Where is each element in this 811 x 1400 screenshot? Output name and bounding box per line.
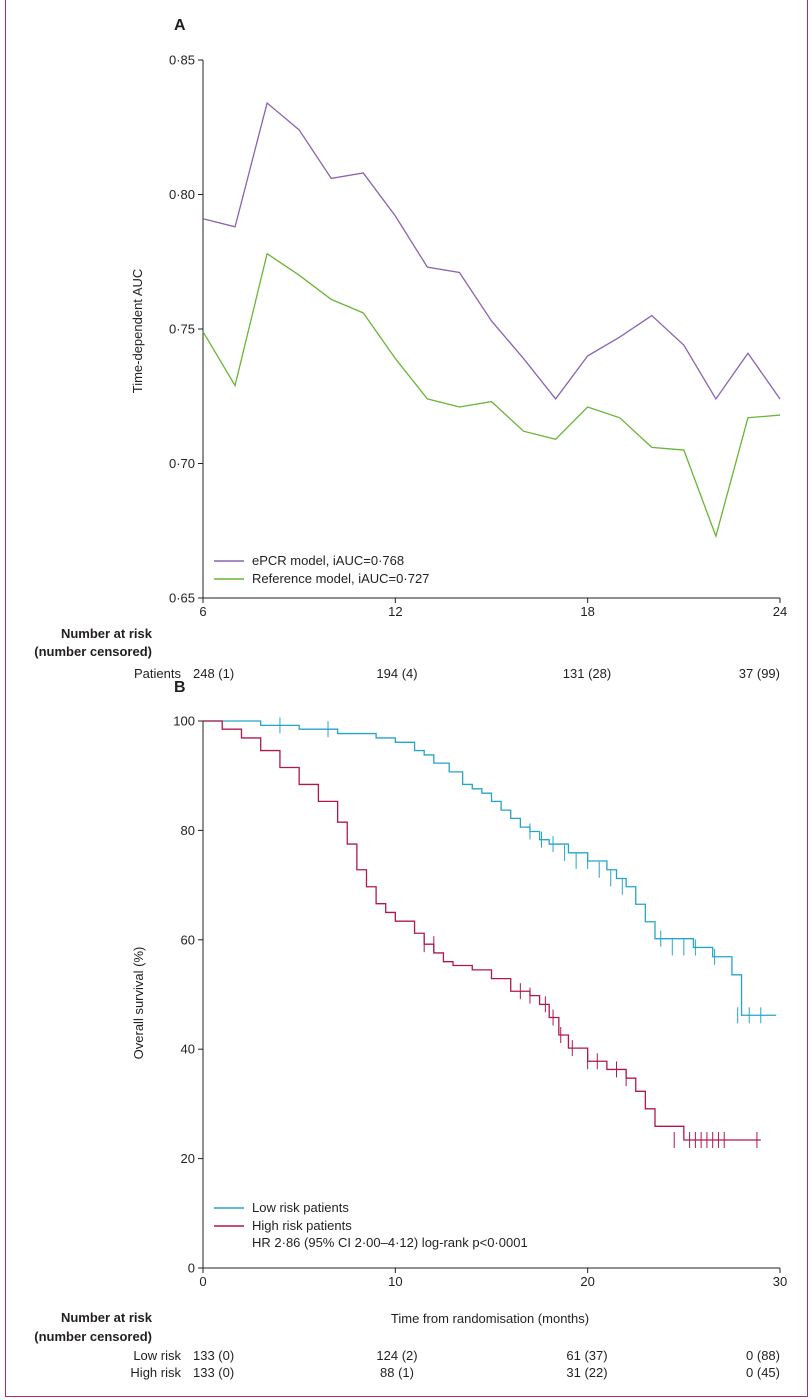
chart2-xtick-label: 10 xyxy=(388,1274,402,1289)
chart2-xtick-label: 0 xyxy=(199,1274,206,1289)
figure-frame xyxy=(5,0,808,1397)
chart1-ytick-label: 0·75 xyxy=(169,322,195,337)
chart2-risk-value: 0 (88) xyxy=(746,1348,780,1363)
chart1-xtick-label: 24 xyxy=(773,604,787,619)
panel-b-risk-header-1: Number at risk xyxy=(61,1310,153,1325)
panel-b-risk-header-2: (number censored) xyxy=(34,1329,152,1344)
chart1-legend-label-1: ePCR model, iAUC=0·768 xyxy=(252,553,404,568)
chart1-risk-value: 37 (99) xyxy=(739,666,780,681)
panel-b-xlabel: Time from randomisation (months) xyxy=(391,1311,589,1326)
chart1-ytick-label: 0·85 xyxy=(169,53,195,68)
chart1-risk-value: 248 (1) xyxy=(193,666,234,681)
chart1-xtick-label: 18 xyxy=(580,604,594,619)
chart2-risk-value: 124 (2) xyxy=(376,1348,417,1363)
chart2-xtick-label: 30 xyxy=(773,1274,787,1289)
chart1-risk-row-label: Patients xyxy=(134,666,181,681)
chart1-risk-value: 194 (4) xyxy=(376,666,417,681)
chart2-legend-label-1: Low risk patients xyxy=(252,1200,349,1215)
chart2-series-2-line xyxy=(203,720,761,1141)
chart1-xtick-label: 12 xyxy=(388,604,402,619)
chart2-ytick-label: 100 xyxy=(173,714,195,729)
chart1-ytick-label: 0·70 xyxy=(169,456,195,471)
chart2-risk-value: 133 (0) xyxy=(193,1348,234,1363)
chart2-ytick-label: 40 xyxy=(181,1042,195,1057)
chart1-legend-label-2: Reference model, iAUC=0·727 xyxy=(252,571,429,586)
panel-a-letter: A xyxy=(174,17,186,34)
panel-a-risk-header-1: Number at risk xyxy=(61,626,153,641)
chart2-risk-value: 61 (37) xyxy=(566,1348,607,1363)
panel-a-risk-header-2: (number censored) xyxy=(34,644,152,659)
panel-b-ylabel: Overall survival (%) xyxy=(131,947,146,1060)
chart1-risk-value: 131 (28) xyxy=(563,666,611,681)
chart2-ytick-label: 80 xyxy=(181,823,195,838)
panel-b-letter: B xyxy=(174,679,186,696)
panel-b-annotation: HR 2·86 (95% CI 2·00–4·12) log-rank p<0·… xyxy=(252,1235,528,1250)
chart2-risk-row-label: High risk xyxy=(130,1365,181,1380)
chart2-risk-value: 133 (0) xyxy=(193,1365,234,1380)
chart2-risk-row-label: Low risk xyxy=(133,1348,181,1363)
chart2-ytick-label: 0 xyxy=(188,1261,195,1276)
panel-a-ylabel: Time-dependent AUC xyxy=(130,269,145,394)
chart2-xtick-label: 20 xyxy=(580,1274,594,1289)
chart2-risk-value: 88 (1) xyxy=(380,1365,414,1380)
chart1-series-2-line xyxy=(202,252,781,539)
chart2-ytick-label: 60 xyxy=(181,932,195,947)
chart1-ytick-label: 0·65 xyxy=(169,591,195,606)
chart2-ytick-label: 20 xyxy=(181,1151,195,1166)
chart1-series-1-line xyxy=(202,101,781,401)
chart2-series-1-line xyxy=(203,720,777,1016)
chart2-legend-label-2: High risk patients xyxy=(252,1218,352,1233)
chart2-risk-value: 31 (22) xyxy=(566,1365,607,1380)
chart1-ytick-label: 0·80 xyxy=(169,187,195,202)
chart2-risk-value: 0 (45) xyxy=(746,1365,780,1380)
chart1-xtick-label: 6 xyxy=(199,604,206,619)
